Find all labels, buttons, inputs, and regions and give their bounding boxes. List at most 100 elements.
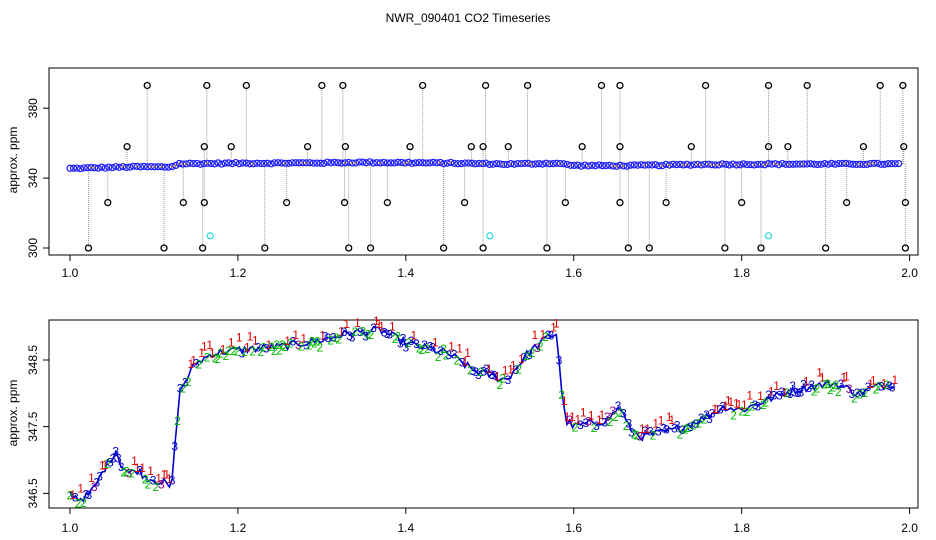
- bottom-series-mark: 1: [343, 317, 350, 331]
- top-outlier-point: [345, 244, 353, 252]
- bottom-series-mark: 2: [862, 386, 869, 400]
- bottom-series-mark: 3: [91, 480, 98, 494]
- top-baseline-point: [549, 160, 557, 168]
- bottom-series-mark: 2: [368, 328, 375, 342]
- top-baseline-point: [764, 160, 772, 168]
- bottom-series-mark: 1: [741, 398, 748, 412]
- top-outlier-point: [738, 198, 746, 207]
- bottom-series-mark: 3: [295, 338, 302, 352]
- bottom-series-mark: 1: [88, 471, 95, 485]
- bottom-x-tick-label: 1.4: [397, 521, 414, 535]
- top-baseline-point: [806, 160, 815, 168]
- bottom-series-mark: 2: [317, 340, 324, 354]
- bottom-series-mark: 1: [376, 317, 383, 331]
- bottom-series-mark: 1: [666, 410, 673, 424]
- bottom-series-mark: 1: [319, 328, 326, 342]
- bottom-series-mark: 3: [655, 425, 662, 439]
- top-baseline-point: [422, 159, 430, 167]
- top-outlier-point: [418, 81, 427, 90]
- bottom-series-mark: 3: [239, 347, 246, 361]
- top-baseline-point: [186, 159, 194, 167]
- top-outlier-point: [198, 244, 207, 252]
- bottom-series-mark: 3: [854, 386, 861, 400]
- bottom-series-mark: 1: [588, 409, 595, 423]
- top-baseline-point: [739, 160, 748, 168]
- bottom-series-mark: 3: [402, 340, 409, 354]
- top-baseline-point: [76, 165, 85, 173]
- top-outlier-point: [143, 81, 151, 90]
- bottom-series-mark: 3: [346, 329, 353, 343]
- bottom-series-mark: 2: [231, 344, 238, 358]
- top-baseline-point: [665, 161, 674, 169]
- top-baseline-point: [267, 160, 275, 168]
- top-outlier-point: [662, 198, 670, 207]
- top-baseline-point: [249, 160, 257, 168]
- top-baseline-point: [302, 159, 310, 167]
- top-baseline-point: [683, 160, 691, 168]
- top-baseline-point: [80, 164, 88, 172]
- bottom-series-mark: 3: [472, 365, 479, 379]
- bottom-series-mark: 2: [327, 334, 334, 348]
- top-outlier-point: [460, 198, 469, 207]
- top-baseline-point: [672, 161, 681, 169]
- top-baseline-point: [281, 159, 289, 167]
- top-baseline-point: [260, 159, 268, 168]
- top-baseline-point: [235, 160, 243, 168]
- bottom-series-mark: 2: [419, 343, 426, 357]
- bottom-series-mark: 1: [378, 319, 385, 333]
- bottom-y-tick-label: 346.5: [26, 478, 40, 508]
- bottom-series-mark: 1: [464, 346, 471, 360]
- top-baseline-point: [415, 158, 423, 167]
- top-outlier-point: [687, 142, 695, 151]
- bottom-series-mark: 2: [214, 352, 221, 366]
- top-baseline-point: [450, 159, 458, 167]
- bottom-series-mark: 2: [185, 375, 192, 389]
- top-baseline-point: [634, 161, 642, 169]
- bottom-series-mark: 2: [416, 341, 423, 355]
- bottom-series-mark: 1: [639, 422, 646, 436]
- top-baseline-point: [242, 159, 250, 167]
- bottom-series-mark: 1: [773, 379, 780, 393]
- bottom-series-mark: 3: [408, 334, 415, 348]
- top-x-tick-label: 1.0: [62, 266, 79, 280]
- bottom-series-mark: 2: [811, 384, 818, 398]
- top-outlier-points: [84, 81, 910, 252]
- top-outlier-point: [504, 142, 512, 151]
- top-outlier-point: [899, 81, 907, 90]
- top-outlier-point: [340, 198, 349, 207]
- top-baseline-point: [595, 161, 603, 169]
- bottom-series-mark: 3: [505, 373, 512, 387]
- bottom-series-mark: 3: [693, 417, 700, 431]
- bottom-series-mark: 2: [529, 346, 536, 360]
- bottom-series-mark: 2: [454, 354, 461, 368]
- bottom-series-mark: 2: [523, 349, 530, 363]
- top-baseline-point: [468, 159, 476, 167]
- top-baseline-point: [831, 160, 839, 168]
- bottom-series-mark: 2: [104, 457, 111, 471]
- bottom-y-axis: 346.5 347.5 348.5: [26, 345, 49, 508]
- bottom-series-mark: 3: [583, 416, 590, 430]
- bottom-series-mark: 2: [749, 399, 756, 413]
- top-baseline-point: [239, 159, 247, 167]
- bottom-series-mark: 2: [276, 343, 283, 357]
- bottom-series-mark: 3: [878, 380, 885, 394]
- top-baseline-point: [362, 159, 370, 167]
- bottom-series-mark: 3: [475, 368, 482, 382]
- bottom-series-mark: 2: [298, 339, 305, 353]
- bottom-series-mark: 1: [599, 408, 606, 422]
- top-baseline-point: [263, 159, 272, 167]
- top-baseline-point: [408, 159, 416, 167]
- bottom-series-mark: 2: [274, 338, 281, 352]
- top-outlier-point: [821, 244, 830, 252]
- bottom-series-mark: 3: [107, 455, 114, 469]
- bottom-series-mark: 1: [507, 362, 514, 376]
- top-outlier-point: [383, 198, 392, 207]
- bottom-series-mark: 2: [497, 378, 504, 392]
- top-baseline-point: [309, 159, 317, 167]
- bottom-series-mark: 2: [760, 398, 767, 412]
- top-baseline-point: [620, 162, 628, 170]
- bottom-series-mark: 2: [701, 413, 708, 427]
- bottom-series-mark: 3: [800, 377, 807, 391]
- bottom-series-mark: 2: [365, 328, 372, 342]
- bottom-series-mark: 2: [335, 333, 342, 347]
